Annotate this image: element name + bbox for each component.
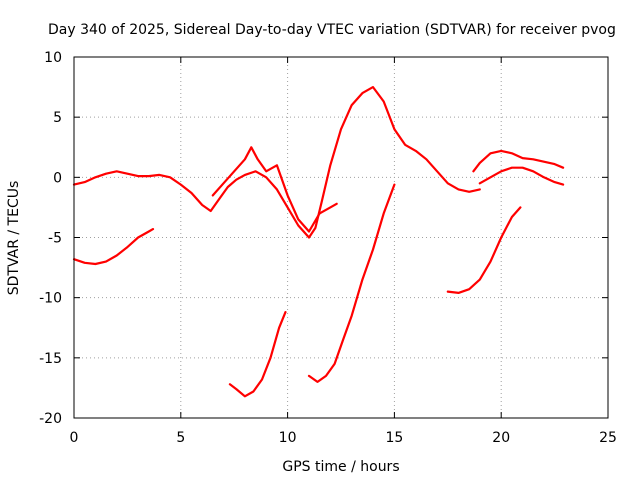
series-arc-main [72, 85, 481, 239]
x-axis-label: GPS time / hours [282, 459, 399, 475]
y-tick-label: 0 [53, 170, 62, 186]
x-tick-label: 15 [385, 430, 403, 446]
series-arc-noise [211, 146, 338, 233]
y-tick-label: -20 [39, 411, 62, 427]
axis-ticks: 0 5 10 15 20 25 -20 -15 -10 -5 0 5 10 [39, 50, 617, 446]
series-arc-late-rise [446, 206, 522, 294]
series-arc-late-1 [472, 149, 565, 173]
x-tick-label: 10 [279, 430, 297, 446]
series-arc-rise [307, 183, 396, 383]
x-tick-label: 5 [176, 430, 185, 446]
series-arc-short [228, 311, 287, 398]
y-tick-label: -15 [39, 351, 62, 367]
series-arc-early [72, 228, 155, 266]
y-tick-label: 10 [44, 50, 62, 66]
y-axis-label: SDTVAR / TECUs [6, 181, 22, 296]
x-tick-label: 25 [599, 430, 617, 446]
chart-title: Day 340 of 2025, Sidereal Day-to-day VTE… [48, 22, 616, 38]
y-tick-label: -5 [48, 231, 62, 247]
series-arc-late-2 [478, 166, 565, 186]
x-tick-label: 20 [492, 430, 510, 446]
grid-lines [74, 57, 608, 418]
y-tick-label: 5 [53, 110, 62, 126]
y-tick-label: -10 [39, 291, 62, 307]
data-series [72, 85, 565, 398]
x-tick-label: 0 [70, 430, 79, 446]
